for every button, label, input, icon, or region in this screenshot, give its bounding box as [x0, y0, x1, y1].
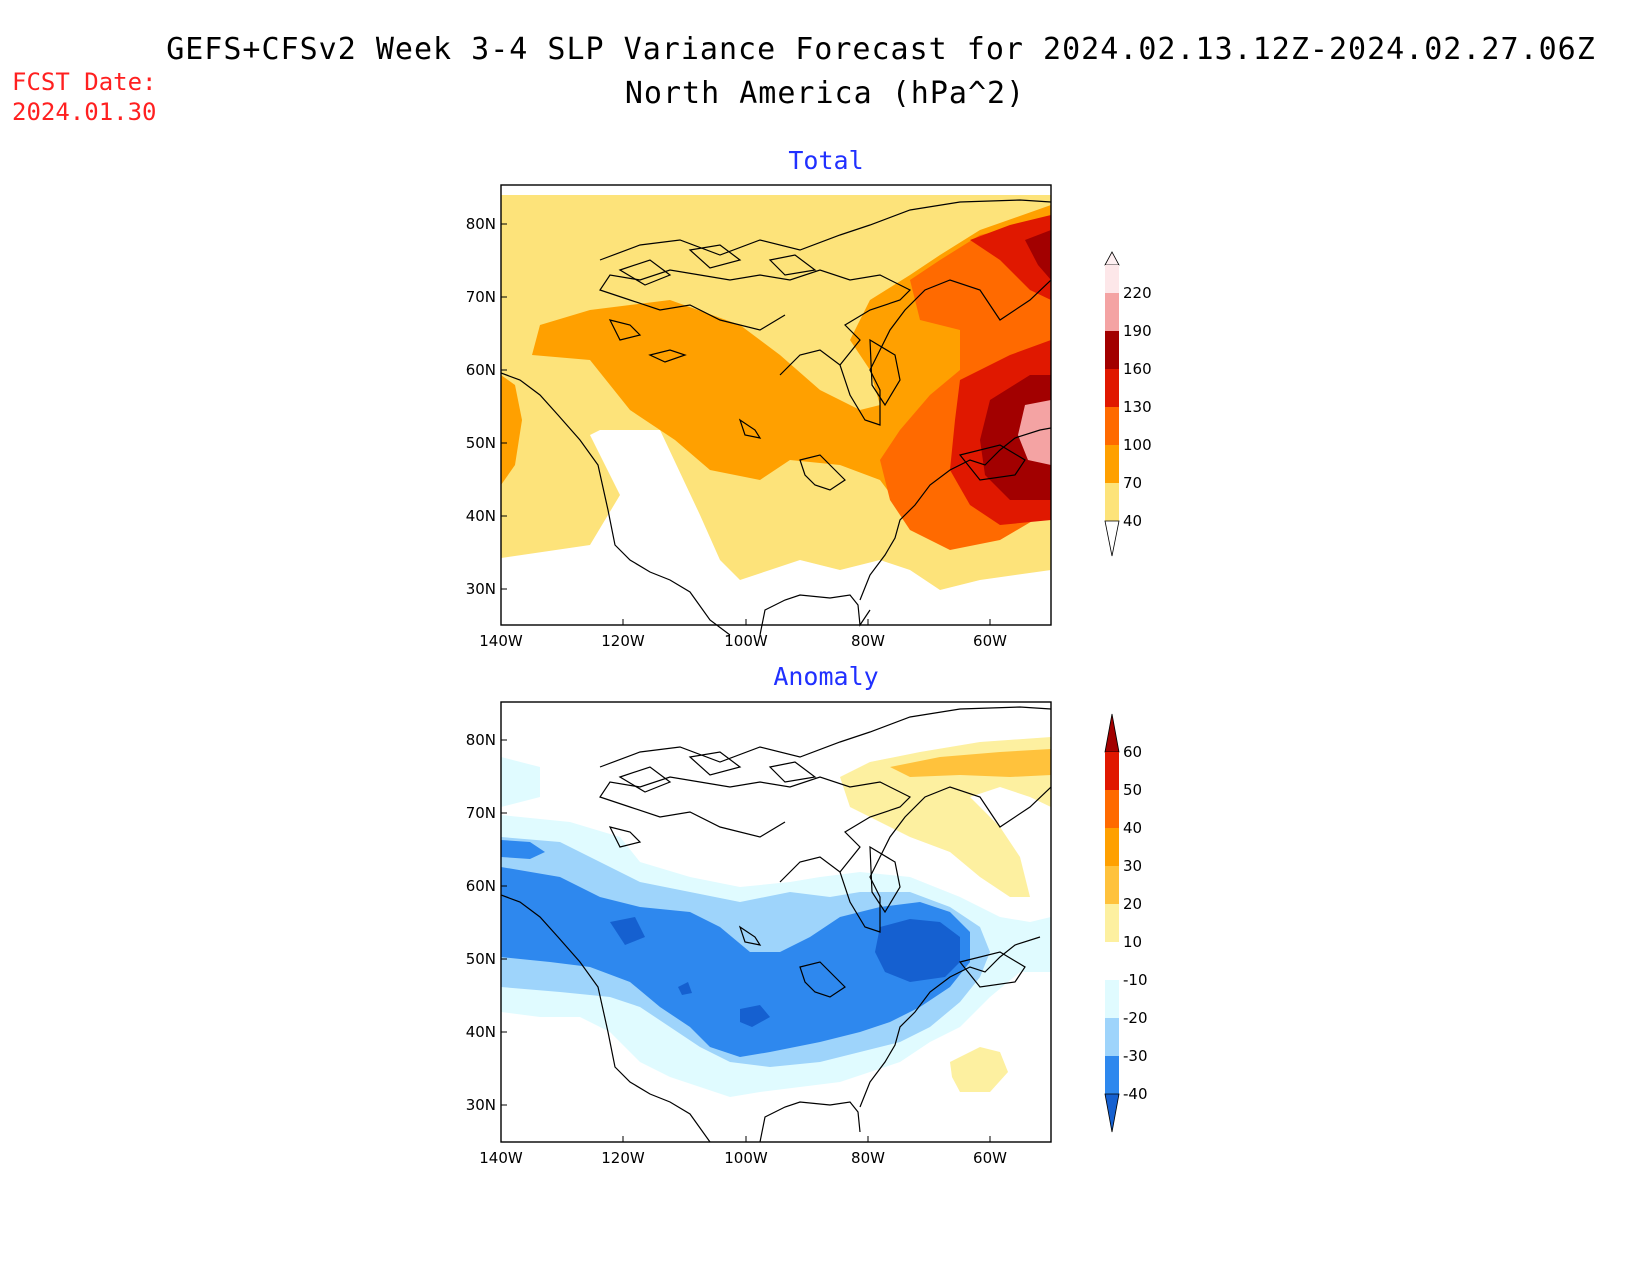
colorbar-label: 100 [1123, 436, 1152, 454]
anomaly-lon-ticks: 140W 120W 100W 80W 60W [479, 1136, 1007, 1167]
lat-label: 70N [466, 804, 496, 822]
lat-label: 60N [466, 361, 496, 379]
colorbar-label: 130 [1123, 398, 1152, 416]
colorbar-label: 40 [1123, 819, 1142, 837]
anomaly-lat-ticks: 80N 70N 60N 50N 40N 30N [466, 731, 507, 1114]
total-colorbar: 220 190 160 130 100 70 40 [1104, 251, 1152, 557]
lon-label: 120W [601, 1149, 645, 1167]
colorbar-label: 190 [1123, 322, 1152, 340]
colorbar-label: 220 [1123, 284, 1152, 302]
lat-label: 50N [466, 950, 496, 968]
lat-label: 70N [466, 288, 496, 306]
total-field-shading [501, 195, 1051, 635]
lat-label: 50N [466, 434, 496, 452]
fcst-date-label: FCST Date: [12, 68, 157, 96]
anomaly-map: 80N 70N 60N 50N 40N 30N 140W 120W 100W 8… [466, 701, 1148, 1167]
chart-title: GEFS+CFSv2 Week 3-4 SLP Variance Forecas… [166, 32, 1596, 67]
lon-label: 100W [724, 1149, 768, 1167]
lon-label: 80W [851, 1149, 885, 1167]
fcst-date-value: 2024.01.30 [12, 98, 157, 126]
colorbar-label: -30 [1123, 1047, 1148, 1065]
total-map: 80N 70N 60N 50N 40N 30N 140W 120W 100W 8… [466, 184, 1152, 650]
lat-label: 60N [466, 877, 496, 895]
colorbar-label: 50 [1123, 781, 1142, 799]
colorbar-label: 70 [1123, 474, 1142, 492]
lat-label: 30N [466, 580, 496, 598]
colorbar-label: 40 [1123, 512, 1142, 530]
panel-title-anomaly: Anomaly [773, 662, 879, 691]
lat-label: 80N [466, 731, 496, 749]
lat-label: 40N [466, 1023, 496, 1041]
total-lat-ticks: 80N 70N 60N 50N 40N 30N [466, 215, 507, 598]
lat-label: 80N [466, 215, 496, 233]
anomaly-colorbar: 60 50 40 30 20 10 -10 -20 -30 -40 [1104, 713, 1148, 1133]
colorbar-label: 160 [1123, 360, 1152, 378]
colorbar-label: -40 [1123, 1085, 1148, 1103]
lon-label: 60W [973, 632, 1007, 650]
anomaly-map-frame [500, 701, 1052, 1143]
anomaly-field-shading [501, 702, 1051, 1142]
lon-label: 100W [724, 632, 768, 650]
lat-label: 40N [466, 507, 496, 525]
lon-label: 140W [479, 632, 523, 650]
chart-subtitle: North America (hPa^2) [624, 76, 1026, 111]
lon-label: 120W [601, 632, 645, 650]
lon-label: 80W [851, 632, 885, 650]
colorbar-label: 60 [1123, 743, 1142, 761]
lon-label: 60W [973, 1149, 1007, 1167]
colorbar-label: -10 [1123, 971, 1148, 989]
total-map-frame [500, 184, 1052, 626]
lon-label: 140W [479, 1149, 523, 1167]
colorbar-label: 10 [1123, 933, 1142, 951]
total-lon-ticks: 140W 120W 100W 80W 60W [479, 619, 1007, 650]
colorbar-label: -20 [1123, 1009, 1148, 1027]
lat-label: 30N [466, 1096, 496, 1114]
colorbar-label: 20 [1123, 895, 1142, 913]
panel-title-total: Total [788, 146, 864, 175]
colorbar-label: 30 [1123, 857, 1142, 875]
